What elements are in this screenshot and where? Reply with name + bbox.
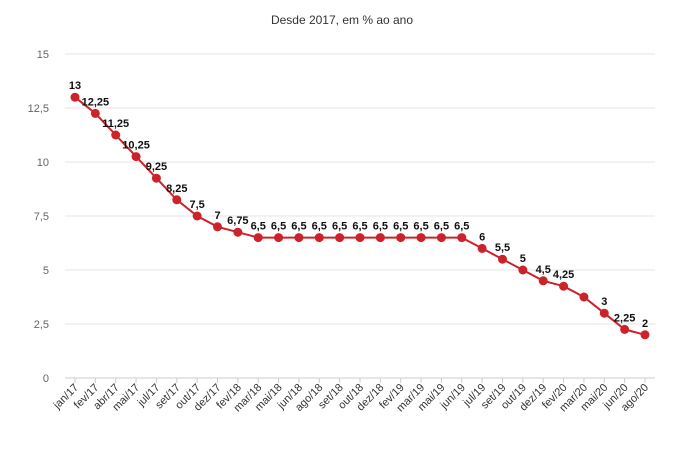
data-point bbox=[640, 330, 650, 340]
chart-subtitle: Desde 2017, em % ao ano bbox=[270, 13, 414, 27]
data-label: 12,25 bbox=[82, 96, 110, 108]
y-tick-label: 10 bbox=[37, 157, 49, 169]
y-tick-label: 12,5 bbox=[28, 103, 49, 115]
data-label: 6,5 bbox=[393, 221, 408, 233]
x-axis-ticks: jan/17fev/17abr/17mai/17jul/17set/17out/… bbox=[51, 378, 651, 414]
data-point bbox=[335, 233, 345, 243]
data-label: 6,5 bbox=[454, 221, 469, 233]
y-tick-label: 0 bbox=[43, 373, 49, 385]
data-label: 10,25 bbox=[122, 140, 150, 152]
data-point bbox=[253, 233, 263, 243]
data-label: 8,25 bbox=[166, 183, 187, 195]
data-point bbox=[375, 233, 385, 243]
data-label: 4,25 bbox=[553, 269, 574, 281]
data-point bbox=[274, 233, 284, 243]
data-point bbox=[498, 254, 507, 264]
data-point bbox=[192, 211, 202, 221]
data-point bbox=[599, 308, 609, 318]
data-point bbox=[151, 173, 161, 183]
data-label: 4,5 bbox=[536, 264, 551, 276]
data-point bbox=[70, 92, 80, 102]
data-point bbox=[559, 281, 569, 291]
data-label: 5,5 bbox=[495, 242, 510, 254]
data-point bbox=[131, 152, 141, 162]
y-tick-label: 15 bbox=[37, 49, 49, 61]
data-point bbox=[620, 324, 630, 334]
data-label: 9,25 bbox=[146, 161, 167, 173]
data-point bbox=[477, 243, 487, 253]
series-selic bbox=[70, 92, 650, 340]
data-point bbox=[416, 233, 426, 243]
data-point bbox=[294, 233, 304, 243]
data-label: 6,5 bbox=[413, 221, 428, 233]
data-label: 2,25 bbox=[614, 312, 635, 324]
data-label: 11,25 bbox=[102, 118, 129, 130]
data-label: 6,5 bbox=[312, 221, 327, 233]
y-tick-label: 2,5 bbox=[34, 319, 49, 331]
data-point bbox=[213, 222, 222, 232]
y-axis-ticks: 0 2,5 5 7,5 10 12,5 15 bbox=[28, 49, 49, 385]
data-label: 6,5 bbox=[332, 221, 347, 233]
data-point bbox=[518, 265, 528, 275]
data-label: 6 bbox=[479, 231, 485, 243]
data-label: 5 bbox=[520, 253, 526, 265]
data-point bbox=[233, 227, 243, 237]
data-point bbox=[396, 233, 406, 243]
data-label: 6,5 bbox=[434, 221, 449, 233]
data-label: 6,5 bbox=[271, 221, 286, 233]
data-point bbox=[436, 233, 446, 243]
data-point bbox=[90, 108, 100, 118]
data-label: 7 bbox=[214, 210, 220, 222]
data-label: 6,5 bbox=[251, 221, 266, 233]
data-label: 6,75 bbox=[227, 215, 248, 227]
data-label: 13 bbox=[69, 80, 81, 92]
data-label: 6,5 bbox=[373, 221, 388, 233]
data-point bbox=[457, 233, 467, 243]
data-label: 6,5 bbox=[352, 221, 367, 233]
data-point bbox=[111, 130, 121, 140]
data-point bbox=[355, 233, 365, 243]
data-label: 3 bbox=[601, 296, 607, 308]
data-label: 2 bbox=[642, 318, 648, 330]
data-point bbox=[579, 292, 589, 302]
y-tick-label: 5 bbox=[43, 265, 49, 277]
data-label: 7,5 bbox=[189, 199, 204, 211]
data-point bbox=[172, 195, 182, 205]
gridlines bbox=[65, 53, 655, 379]
data-point bbox=[314, 233, 324, 243]
data-label: 6,5 bbox=[291, 221, 306, 233]
data-point bbox=[538, 276, 548, 286]
y-tick-label: 7,5 bbox=[34, 211, 49, 223]
